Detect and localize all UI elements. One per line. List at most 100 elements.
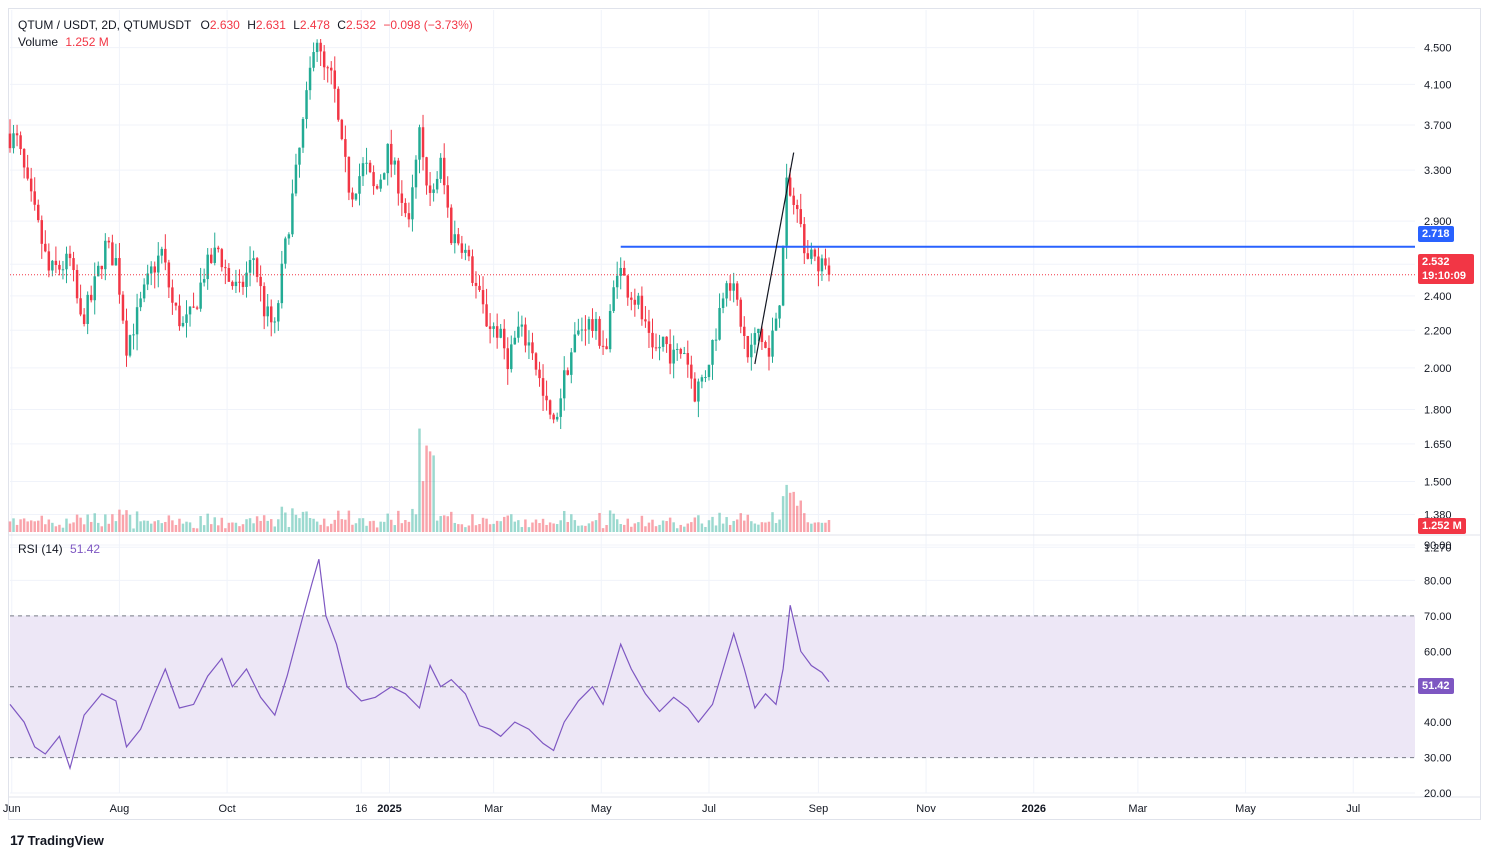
candle-body [788,177,792,196]
price-tick-label: 4.100 [1424,79,1452,91]
candle-body [107,240,111,243]
volume-bar [382,521,386,532]
price-tick-label: 2.900 [1424,216,1452,228]
volume-bar [757,524,760,532]
volume-bar [626,518,630,532]
volume-bar [351,524,354,532]
price-tick-label: 1.500 [1424,477,1452,489]
candle-body [626,275,630,298]
volume-bar [492,523,495,532]
volume-bar [732,520,735,532]
candle-body [135,307,139,335]
volume-bar [534,519,538,532]
candle-body [718,307,721,340]
volume-bar [301,511,305,532]
volume-bar [245,519,248,532]
candle-body [340,119,344,140]
volume-bar [520,527,524,532]
tradingview-logo[interactable]: 17 TradingView [10,832,104,848]
volume-bar [259,520,262,532]
volume-bar [460,524,464,532]
candle-body [746,335,750,358]
price-tick-label: 2.000 [1424,363,1452,375]
volume-bar [697,515,700,532]
candle-body [781,245,785,306]
volume-bar [132,528,135,532]
volume-bar [337,510,340,532]
candle-body [202,279,206,283]
volume-bar [315,521,319,532]
candle-body [658,346,661,349]
volume-bar [111,514,114,532]
candle-body [499,328,502,338]
volume-bar [294,514,298,532]
volume-bar [121,514,125,532]
rsi-tick-label: 60.00 [1424,646,1452,658]
volume-bar [799,500,802,532]
volume-bar [725,517,728,532]
candle-body [735,283,739,300]
volume-bar [414,514,418,532]
candle-body [255,258,259,277]
candle-body [640,295,644,320]
volume-bar [199,516,202,532]
time-tick-label: Mar [484,803,503,815]
volume-bar [718,512,721,532]
candle-body [785,177,788,246]
candle-body [351,192,354,200]
rsi-tick-label: 70.00 [1424,611,1452,623]
candle-body [555,416,559,420]
candle-body [118,258,121,295]
volume-bar [510,514,513,532]
volume-bar [580,525,584,532]
candle-body [149,266,153,274]
volume-bar [735,519,739,532]
volume-bar [319,524,322,532]
volume-bar [499,521,502,532]
candle-body [450,207,453,244]
volume-bar [700,523,704,532]
volume-bar [185,521,188,532]
candle-body [598,318,601,346]
volume-bar [322,518,326,532]
volume-bar [361,518,365,532]
rsi-legend: RSI (14) 51.42 [18,542,100,556]
candle-body [114,258,118,266]
candle-body [760,328,764,343]
candle-body [711,339,714,365]
time-tick-label: Aug [110,803,130,815]
candle-body [527,342,531,346]
candle-body [767,347,771,357]
volume-bar [375,527,379,532]
candle-body [725,283,728,299]
volume-bar [266,520,269,532]
candle-body [157,255,160,273]
candle-body [192,306,195,308]
volume-bar [44,524,47,532]
candle-body [220,249,224,268]
time-tick-label: Oct [219,803,236,815]
volume-bar [435,520,439,532]
candle-body [531,342,534,354]
volume-bar [365,525,368,532]
volume-bar [679,524,682,532]
volume-bar [65,518,68,532]
open-value: 2.630 [209,18,240,32]
rsi-tick-label: 20.00 [1424,788,1452,800]
volume-bar [386,513,389,532]
price-tick-label: 1.800 [1424,405,1452,417]
volume-bar [707,520,711,532]
price-tick-label: 3.300 [1424,165,1452,177]
candle-body [51,260,54,271]
volume-bar [231,522,234,532]
volume-bar [326,526,329,532]
candle-body [693,378,697,402]
volume-bar [347,510,351,532]
candle-body [365,162,368,164]
volume-legend: Volume 1.252 M [18,35,109,49]
volume-bar [817,522,820,532]
volume-bar [693,517,697,532]
candle-body [390,143,393,165]
candle-body [428,185,432,193]
